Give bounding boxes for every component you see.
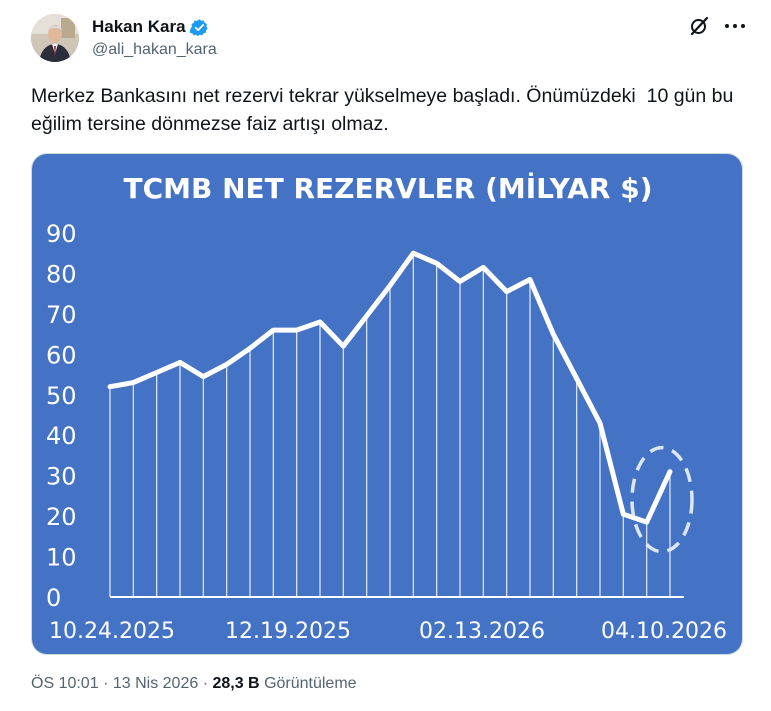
tweet-meta: ÖS 10:01 · 13 Nis 2026 · 28,3 B Görüntül…: [31, 675, 357, 693]
user-handle[interactable]: @ali_hakan_kara: [92, 41, 217, 58]
y-tick-label: 10: [46, 544, 77, 572]
x-tick-label: 04.10.2026: [601, 619, 727, 644]
series-line: [107, 250, 673, 525]
tweet-date[interactable]: 13 Nis 2026: [112, 675, 199, 692]
y-tick-label: 50: [46, 382, 77, 410]
tweet-header: Hakan Kara @ali_hakan_kara: [31, 8, 751, 68]
verified-badge-icon: [189, 18, 208, 36]
x-tick-label: 10.24.2025: [49, 619, 175, 644]
y-tick-label: 20: [46, 503, 77, 531]
y-tick-label: 30: [46, 463, 77, 491]
meta-separator: ·: [202, 675, 213, 692]
grok-slash-icon[interactable]: [689, 16, 709, 36]
tweet-media-chart[interactable]: TCMB NET REZERVLER (MİLYAR $) 0 10 20 30 40 5…: [31, 153, 743, 655]
y-tick-label: 70: [46, 301, 77, 329]
y-tick-label: 40: [46, 422, 77, 450]
views-label: Görüntüleme: [264, 675, 357, 692]
views-count: 28,3 B: [212, 675, 260, 692]
y-tick-label: 60: [46, 341, 77, 369]
chart-background: [32, 154, 742, 654]
y-tick-label: 80: [46, 260, 77, 288]
y-tick-label: 90: [46, 220, 77, 248]
meta-separator: ·: [103, 675, 113, 692]
x-tick-label: 12.19.2025: [225, 619, 351, 644]
highlight-circle: [630, 445, 694, 554]
net-reserves-chart: TCMB NET REZERVLER (MİLYAR $) 0 10 20 30 40 5…: [32, 154, 742, 654]
name-row: Hakan Kara: [92, 17, 209, 37]
x-tick-label: 02.13.2026: [419, 619, 545, 644]
tweet-text: Merkez Bankasını net rezervi tekrar yüks…: [31, 85, 739, 135]
avatar[interactable]: [31, 14, 79, 62]
display-name[interactable]: Hakan Kara: [92, 17, 186, 36]
more-dots-icon[interactable]: [723, 16, 747, 36]
chart-title: TCMB NET REZERVLER (MİLYAR $): [123, 171, 652, 205]
avatar-photo-icon: [31, 14, 79, 62]
tweet-time[interactable]: ÖS 10:01: [31, 675, 99, 692]
y-tick-label: 0: [46, 584, 61, 612]
